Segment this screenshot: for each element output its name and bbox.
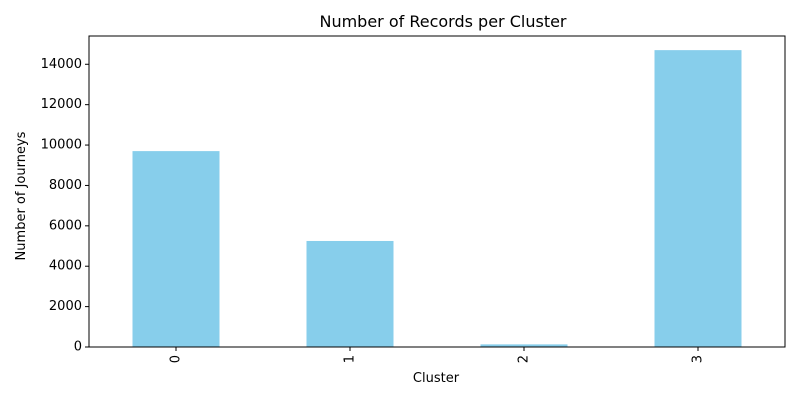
x-tick-label: 0 xyxy=(169,355,184,363)
bar-cluster-1 xyxy=(306,240,394,347)
bar-cluster-0 xyxy=(132,151,220,347)
x-axis-title: Cluster xyxy=(413,371,460,386)
y-tick-label: 0 xyxy=(74,340,82,355)
y-tick-label: 8000 xyxy=(49,178,82,193)
x-axis-ticks: 0 1 2 3 xyxy=(169,347,706,363)
x-tick-label: 2 xyxy=(517,355,532,363)
bar-cluster-3 xyxy=(654,50,742,348)
y-tick-label: 14000 xyxy=(41,57,82,72)
chart-title: Number of Records per Cluster xyxy=(319,12,566,31)
y-tick-label: 6000 xyxy=(49,218,82,233)
y-axis-title: Number of Journeys xyxy=(14,131,29,260)
y-tick-label: 4000 xyxy=(49,259,82,274)
y-axis-ticks: 0 2000 4000 6000 8000 10000 12000 14000 xyxy=(41,57,89,355)
y-tick-label: 12000 xyxy=(41,97,82,112)
bars-group xyxy=(132,50,742,348)
plot-frame xyxy=(88,35,786,348)
x-tick-label: 3 xyxy=(691,355,706,363)
y-tick-label: 10000 xyxy=(41,138,82,153)
y-tick-label: 2000 xyxy=(49,299,82,314)
x-tick-label: 1 xyxy=(343,355,358,363)
bar-cluster-2 xyxy=(480,344,568,347)
